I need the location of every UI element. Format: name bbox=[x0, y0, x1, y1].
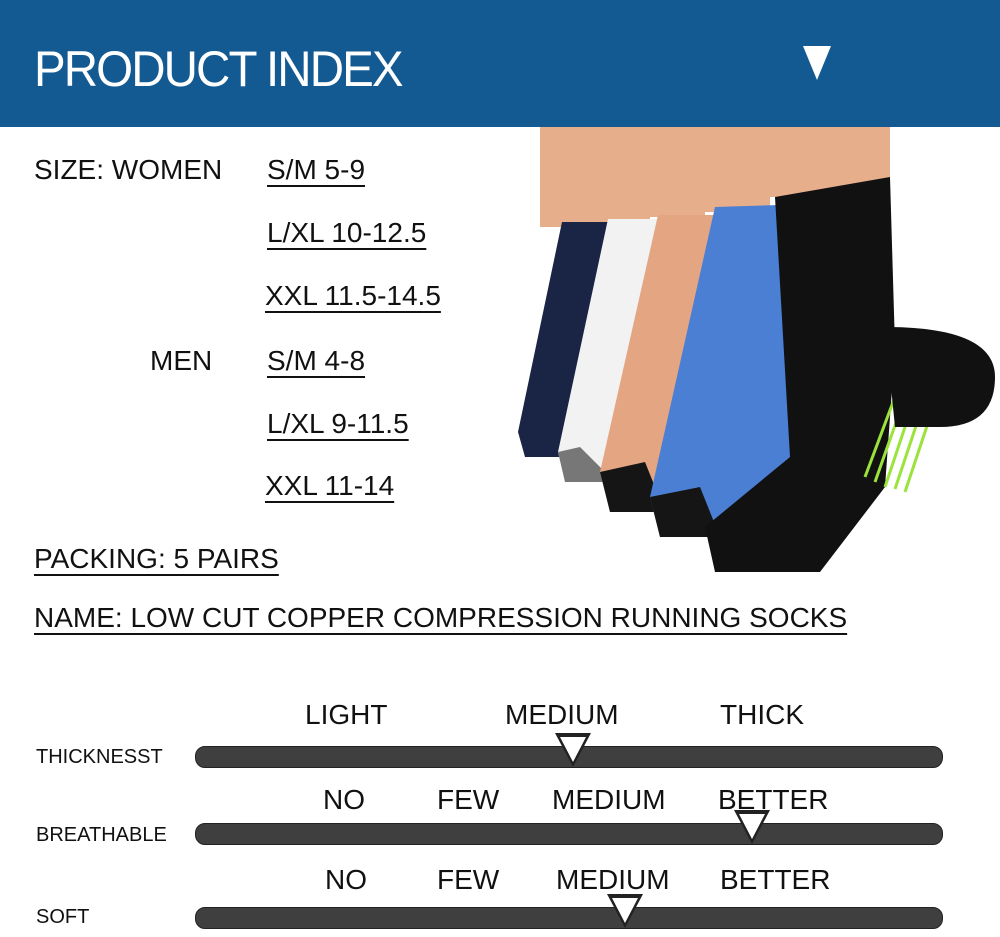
scale-level: THICK bbox=[720, 699, 804, 730]
men-size-2: L/XL 9-11.5 bbox=[267, 408, 409, 439]
scale-level: FEW bbox=[437, 784, 500, 815]
size-label: SIZE: WOMEN bbox=[34, 154, 223, 185]
scale-level: MEDIUM bbox=[505, 699, 619, 730]
down-arrow-icon bbox=[803, 46, 831, 80]
scale-level: FEW bbox=[437, 864, 500, 895]
men-label: MEN bbox=[150, 345, 213, 376]
men-size-3: XXL 11-14 bbox=[265, 470, 395, 501]
packing-text: PACKING: 5 PAIRS bbox=[34, 543, 279, 574]
header-banner: PRODUCT INDEX bbox=[0, 0, 1000, 127]
scale-level: NO bbox=[325, 864, 367, 895]
women-size-2: L/XL 10-12.5 bbox=[267, 217, 427, 248]
scale-level: LIGHT bbox=[305, 699, 388, 730]
sock-black bbox=[705, 177, 895, 572]
breathable-scale-track bbox=[195, 810, 943, 845]
thickness-scale-track bbox=[195, 733, 943, 768]
socks-image bbox=[518, 127, 995, 572]
sock-blue bbox=[650, 205, 795, 537]
scale-label-breathable: BREATHABLE bbox=[36, 824, 167, 846]
product-name: NAME: LOW CUT COPPER COMPRESSION RUNNING… bbox=[34, 602, 848, 633]
scale-level: BETTER bbox=[720, 864, 831, 895]
scale-level: NO bbox=[323, 784, 365, 815]
scale-level: MEDIUM bbox=[556, 864, 670, 895]
scale-marker-icon bbox=[606, 894, 643, 928]
men-size-1: S/M 4-8 bbox=[267, 345, 366, 376]
women-size-3: XXL 11.5-14.5 bbox=[265, 280, 441, 311]
scale-marker-icon bbox=[733, 810, 770, 844]
scale-marker-icon bbox=[554, 733, 591, 767]
soft-scale-track bbox=[195, 894, 943, 929]
scale-level: BETTER bbox=[718, 784, 829, 815]
scale-level: MEDIUM bbox=[552, 784, 666, 815]
scale-label-thickness: THICKNESST bbox=[36, 746, 163, 768]
women-size-1: S/M 5-9 bbox=[267, 154, 366, 185]
scale-label-soft: SOFT bbox=[36, 906, 90, 928]
page-title: PRODUCT INDEX bbox=[34, 41, 404, 97]
